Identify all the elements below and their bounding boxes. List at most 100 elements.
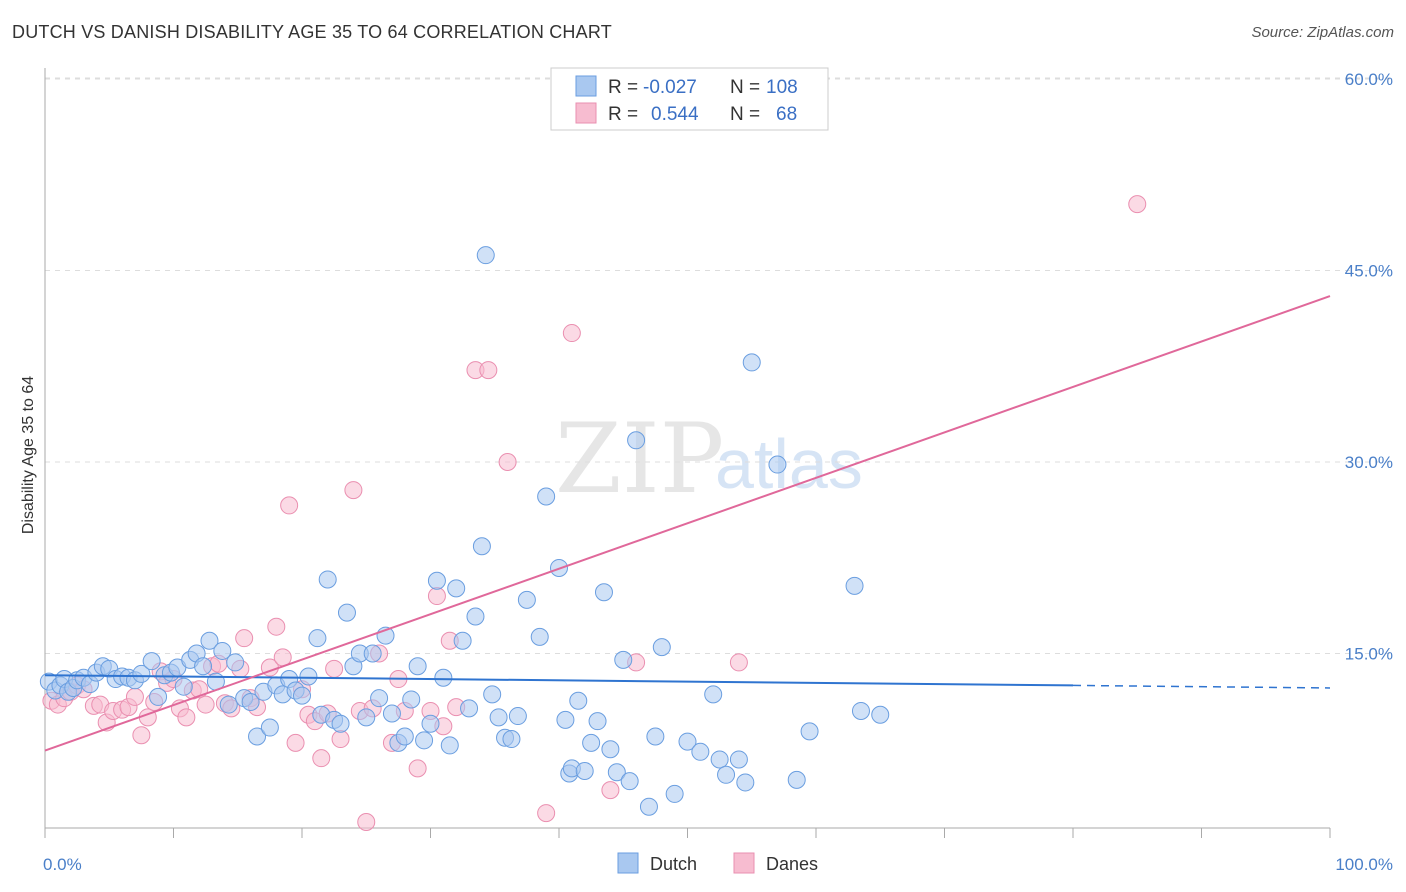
dutch-point bbox=[569, 691, 588, 710]
y-tick-label: 60.0% bbox=[1345, 70, 1393, 89]
legend-r-label-dutch: R = bbox=[608, 77, 638, 98]
dutch-point bbox=[729, 750, 748, 769]
danes-point bbox=[177, 708, 196, 727]
dutch-point bbox=[717, 765, 736, 784]
danes-point bbox=[408, 759, 427, 778]
dutch-point bbox=[370, 689, 389, 708]
dutch-point bbox=[318, 570, 337, 589]
dutch-point bbox=[742, 353, 761, 372]
dutch-point bbox=[607, 763, 626, 782]
dutch-point bbox=[453, 631, 472, 650]
danes-point bbox=[280, 496, 299, 515]
dutch-point bbox=[408, 657, 427, 676]
danes-point bbox=[273, 648, 292, 667]
danes-point bbox=[344, 481, 363, 500]
dutch-point bbox=[483, 685, 502, 704]
x-tick-label: 100.0% bbox=[1335, 855, 1393, 874]
dutch-point bbox=[427, 571, 446, 590]
dutch-point bbox=[142, 652, 161, 671]
dutch-point bbox=[691, 742, 710, 761]
dutch-point bbox=[434, 668, 453, 687]
danes-point bbox=[125, 687, 144, 706]
danes-point bbox=[427, 587, 446, 606]
legend-box: R = -0.027 N = 108 R = 0.544 N = 68 bbox=[550, 67, 829, 131]
dutch-point bbox=[440, 736, 459, 755]
chart-title: DUTCH VS DANISH DISABILITY AGE 35 TO 64 … bbox=[12, 22, 612, 42]
legend-n-label-danes: N = bbox=[730, 104, 760, 125]
danes-point bbox=[729, 653, 748, 672]
x-tick-labels: 0.0% 100.0% bbox=[43, 855, 1393, 874]
dutch-point bbox=[665, 784, 684, 803]
dutch-point bbox=[736, 773, 755, 792]
trend-lines bbox=[44, 295, 1331, 752]
dutch-point bbox=[646, 727, 665, 746]
dutch-point bbox=[768, 455, 787, 474]
dutch-trend-line bbox=[44, 674, 1074, 687]
bottom-legend-swatch-danes bbox=[733, 852, 755, 874]
bottom-legend: Dutch Danes bbox=[617, 852, 818, 874]
danes-point bbox=[325, 659, 344, 678]
danes-point bbox=[537, 804, 556, 823]
dutch-point bbox=[627, 431, 646, 450]
dutch-point bbox=[363, 644, 382, 663]
dutch-point bbox=[299, 667, 318, 686]
dutch-point bbox=[800, 722, 819, 741]
dutch-point bbox=[472, 537, 491, 556]
danes-trend-line bbox=[44, 295, 1331, 752]
dutch-point bbox=[226, 653, 245, 672]
danes-point bbox=[235, 629, 254, 648]
dutch-point bbox=[594, 583, 613, 602]
dutch-point bbox=[601, 740, 620, 759]
legend-swatch-danes bbox=[575, 102, 597, 124]
dutch-point bbox=[337, 603, 356, 622]
dutch-point bbox=[447, 579, 466, 598]
y-tick-label: 15.0% bbox=[1345, 645, 1393, 664]
dutch-point bbox=[537, 487, 556, 506]
watermark-atlas: atlas bbox=[715, 425, 863, 503]
dutch-point bbox=[132, 664, 151, 683]
dutch-point bbox=[293, 686, 311, 705]
danes-point bbox=[562, 324, 581, 343]
legend-swatch-dutch bbox=[575, 75, 597, 97]
dutch-point bbox=[704, 685, 723, 704]
dutch-point bbox=[502, 730, 521, 749]
danes-point bbox=[331, 730, 350, 749]
dutch-point bbox=[213, 641, 232, 660]
dutch-point bbox=[489, 708, 508, 727]
dutch-trend-line-extension bbox=[1072, 684, 1331, 689]
dutch-point bbox=[308, 629, 327, 648]
dutch-point bbox=[194, 657, 213, 676]
danes-point bbox=[357, 813, 376, 832]
bottom-legend-danes: Danes bbox=[766, 854, 818, 874]
dutch-point bbox=[710, 750, 729, 769]
dutch-point bbox=[460, 699, 479, 718]
watermark-zip: ZIP bbox=[555, 403, 724, 515]
danes-point bbox=[479, 361, 498, 380]
dutch-point bbox=[200, 631, 219, 650]
danes-point bbox=[601, 781, 620, 800]
dutch-point bbox=[851, 701, 870, 720]
dutch-point bbox=[357, 708, 376, 727]
y-tick-labels: 15.0% 30.0% 45.0% 60.0% bbox=[1345, 70, 1393, 664]
dutch-point bbox=[260, 718, 279, 737]
dutch-point bbox=[582, 733, 601, 752]
dutch-point bbox=[652, 638, 671, 657]
dutch-point bbox=[530, 627, 549, 646]
legend-r-value-danes: 0.544 bbox=[651, 104, 699, 125]
dutch-point bbox=[508, 707, 527, 726]
dutch-point bbox=[395, 727, 414, 746]
dutch-point bbox=[241, 693, 260, 712]
dutch-point bbox=[476, 246, 495, 265]
danes-point bbox=[286, 733, 305, 752]
y-axis-label: Disability Age 35 to 64 bbox=[20, 376, 37, 534]
legend-n-value-dutch: 108 bbox=[766, 77, 798, 98]
legend-n-value-danes: 68 bbox=[776, 104, 797, 125]
dutch-point bbox=[402, 690, 421, 709]
dutch-point bbox=[466, 607, 485, 626]
dutch-point bbox=[331, 714, 350, 733]
dutch-point bbox=[787, 770, 806, 789]
danes-point bbox=[196, 695, 215, 714]
dutch-point bbox=[248, 727, 267, 746]
gridlines bbox=[45, 77, 1395, 654]
